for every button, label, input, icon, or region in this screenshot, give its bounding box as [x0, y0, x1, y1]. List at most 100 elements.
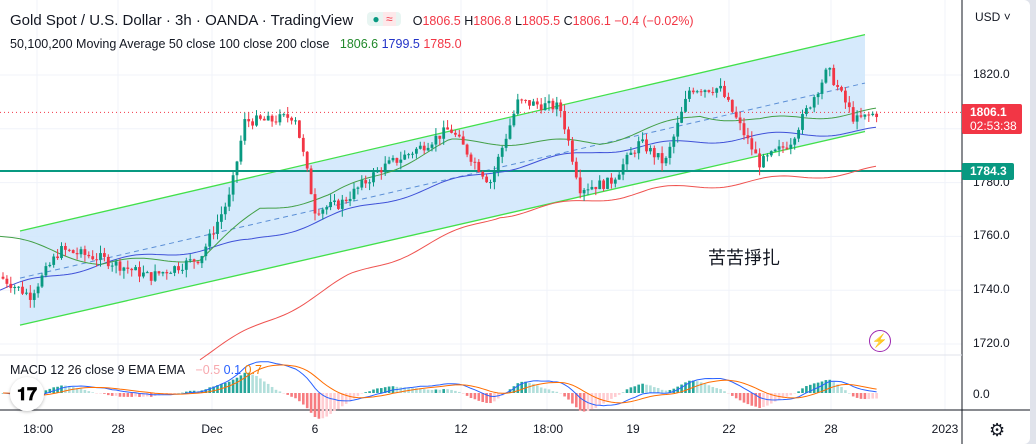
candle-body — [715, 88, 719, 93]
ma-legend[interactable]: 50,100,200 Moving Average 50 close 100 c… — [10, 37, 462, 51]
candle-body — [559, 102, 563, 112]
candle-body — [863, 114, 867, 117]
candle-body — [442, 127, 446, 139]
macd-histogram-bar — [298, 393, 301, 402]
candle-body — [855, 115, 859, 122]
candle-body — [851, 107, 855, 122]
macd-histogram-bar — [610, 393, 613, 399]
channel-fill — [20, 34, 865, 326]
candle-body — [426, 147, 430, 151]
macd-histogram-bar — [181, 392, 184, 394]
macd-histogram-bar — [442, 389, 445, 393]
tradingview-logo[interactable]: 𝟏𝟕 — [10, 377, 44, 411]
candle-body — [446, 127, 449, 130]
candle-body — [481, 171, 485, 177]
settings-gear-icon[interactable]: ⚙ — [989, 420, 1006, 440]
candle-body — [200, 256, 204, 264]
macd-histogram-bar — [177, 392, 180, 394]
candle-body — [797, 129, 800, 139]
candle-body — [149, 272, 153, 281]
macd-histogram-bar — [321, 393, 325, 419]
candle-body — [656, 153, 660, 158]
symbol-title[interactable]: Gold Spot / U.S. Dollar · 3h · OANDA · T… — [10, 12, 354, 29]
candle-body — [364, 180, 368, 184]
candle-body — [282, 114, 286, 116]
candle-body — [875, 113, 878, 118]
macd-histogram-bar — [305, 393, 309, 409]
macd-histogram-bar — [364, 392, 367, 393]
currency-selector[interactable]: USD ˅ — [975, 10, 1011, 24]
chart-annotation[interactable]: 苦苦掙扎 — [708, 248, 780, 268]
macd-histogram-bar — [344, 393, 348, 404]
candle-body — [379, 170, 383, 173]
candle-body — [504, 138, 508, 148]
macd-histogram-bar — [844, 390, 847, 393]
candle-body — [286, 114, 290, 118]
candle-body — [516, 99, 520, 114]
candle-body — [543, 103, 547, 111]
macd-histogram-bar — [614, 393, 617, 397]
macd-histogram-bar — [216, 385, 219, 393]
candle-body — [192, 259, 196, 262]
candle-body — [418, 145, 422, 149]
lightning-icon[interactable]: ⚡ — [869, 330, 891, 352]
macd-histogram-bar — [368, 391, 371, 393]
macd-histogram-bar — [785, 393, 789, 397]
macd-histogram-bar — [629, 387, 633, 393]
candle-body — [617, 174, 621, 180]
macd-histogram-bar — [867, 393, 871, 399]
candle-body — [805, 108, 808, 115]
macd-histogram-bar — [809, 384, 812, 393]
candle-body — [532, 101, 535, 106]
candle-body — [348, 198, 352, 202]
macd-value: 0.1 — [223, 363, 242, 377]
macd-histogram-bar — [551, 391, 555, 393]
candle-body — [563, 111, 566, 130]
candle-body — [114, 261, 118, 266]
candle-body — [524, 99, 527, 101]
candle-body — [812, 97, 816, 108]
macd-histogram-bar — [516, 383, 520, 393]
candle-body — [454, 132, 457, 135]
macd-histogram-bar — [44, 390, 48, 393]
candle-body — [106, 256, 110, 267]
macd-legend[interactable]: MACD 12 26 close 9 EMA EMA −0.5 0.1 0.7 — [10, 363, 262, 377]
candle-body — [399, 159, 403, 163]
candle-body — [344, 199, 348, 202]
candle-body — [668, 146, 672, 158]
hline-price-tag[interactable]: 1784.3 — [962, 163, 1014, 180]
candle-body — [130, 268, 134, 271]
candle-body — [676, 122, 680, 137]
candle-body — [1, 276, 5, 279]
market-status-pill[interactable]: ● ≈ — [367, 12, 401, 26]
macd-histogram-bar — [836, 384, 839, 393]
macd-histogram-bar — [762, 393, 765, 407]
candle-body — [122, 267, 126, 271]
candle-body — [820, 82, 824, 94]
macd-histogram-bar — [582, 393, 586, 412]
candle-body — [95, 259, 98, 261]
candle-body — [766, 155, 769, 157]
macd-histogram-bar — [559, 393, 562, 394]
macd-histogram-bar — [547, 389, 551, 393]
candle-body — [184, 260, 188, 270]
channel-lower-line — [19, 130, 866, 326]
delayed-data-icon: ≈ — [382, 12, 396, 26]
candle-body — [652, 148, 656, 158]
candle-body — [223, 206, 227, 215]
candle-body — [734, 111, 738, 118]
candle-body — [610, 177, 613, 184]
ma50-value: 1806.6 — [339, 37, 379, 51]
time-tick-label: 2023 — [931, 422, 959, 436]
macd-histogram-bar — [341, 393, 344, 407]
macd-histogram-bar — [625, 389, 629, 393]
macd-histogram-bar — [87, 391, 91, 393]
candle-body — [672, 136, 676, 147]
macd-histogram-bar — [208, 387, 211, 393]
candle-body — [40, 275, 44, 287]
candle-body — [325, 207, 329, 210]
macd-histogram-bar — [754, 393, 757, 407]
candle-body — [87, 254, 91, 257]
macd-histogram-bar — [122, 393, 126, 397]
